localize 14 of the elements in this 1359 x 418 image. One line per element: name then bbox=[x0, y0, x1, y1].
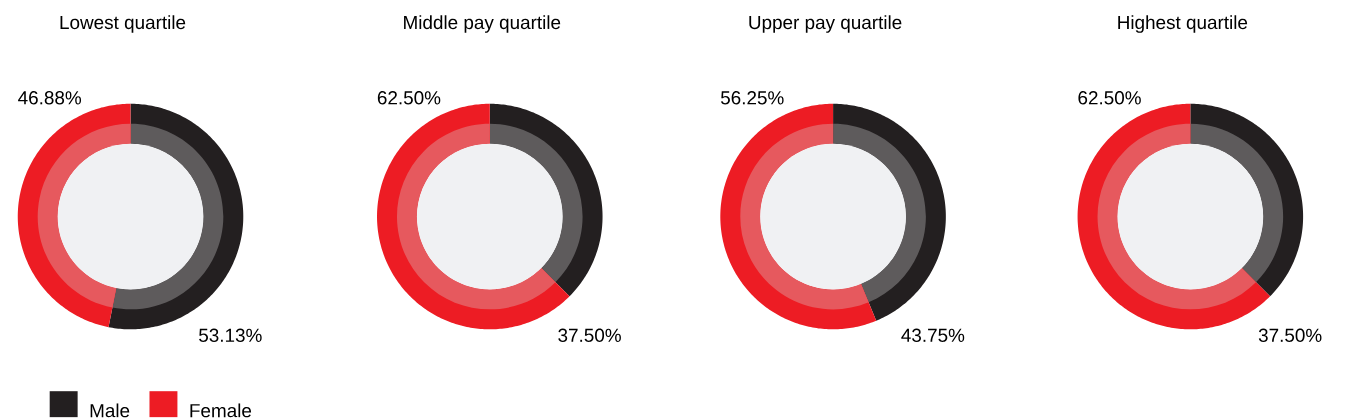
chart-title: Upper pay quartile bbox=[749, 15, 902, 33]
data-label: 62.50% bbox=[377, 91, 441, 105]
data-label: 46.88% bbox=[18, 91, 82, 105]
data-label: 56.25% bbox=[720, 91, 784, 105]
data-label: 43.75% bbox=[901, 328, 965, 342]
data-label: 37.50% bbox=[1258, 328, 1322, 342]
chart-title: Lowest quartile bbox=[60, 15, 186, 33]
legend-label: Female bbox=[190, 403, 252, 418]
data-label: 62.50% bbox=[1078, 91, 1141, 105]
chart-title: Middle pay quartile bbox=[404, 15, 561, 33]
chart-title: Highest quartile bbox=[1118, 15, 1248, 33]
data-label: 37.50% bbox=[558, 328, 621, 342]
legend-label: Male bbox=[90, 403, 130, 418]
data-label: 53.13% bbox=[199, 328, 262, 342]
